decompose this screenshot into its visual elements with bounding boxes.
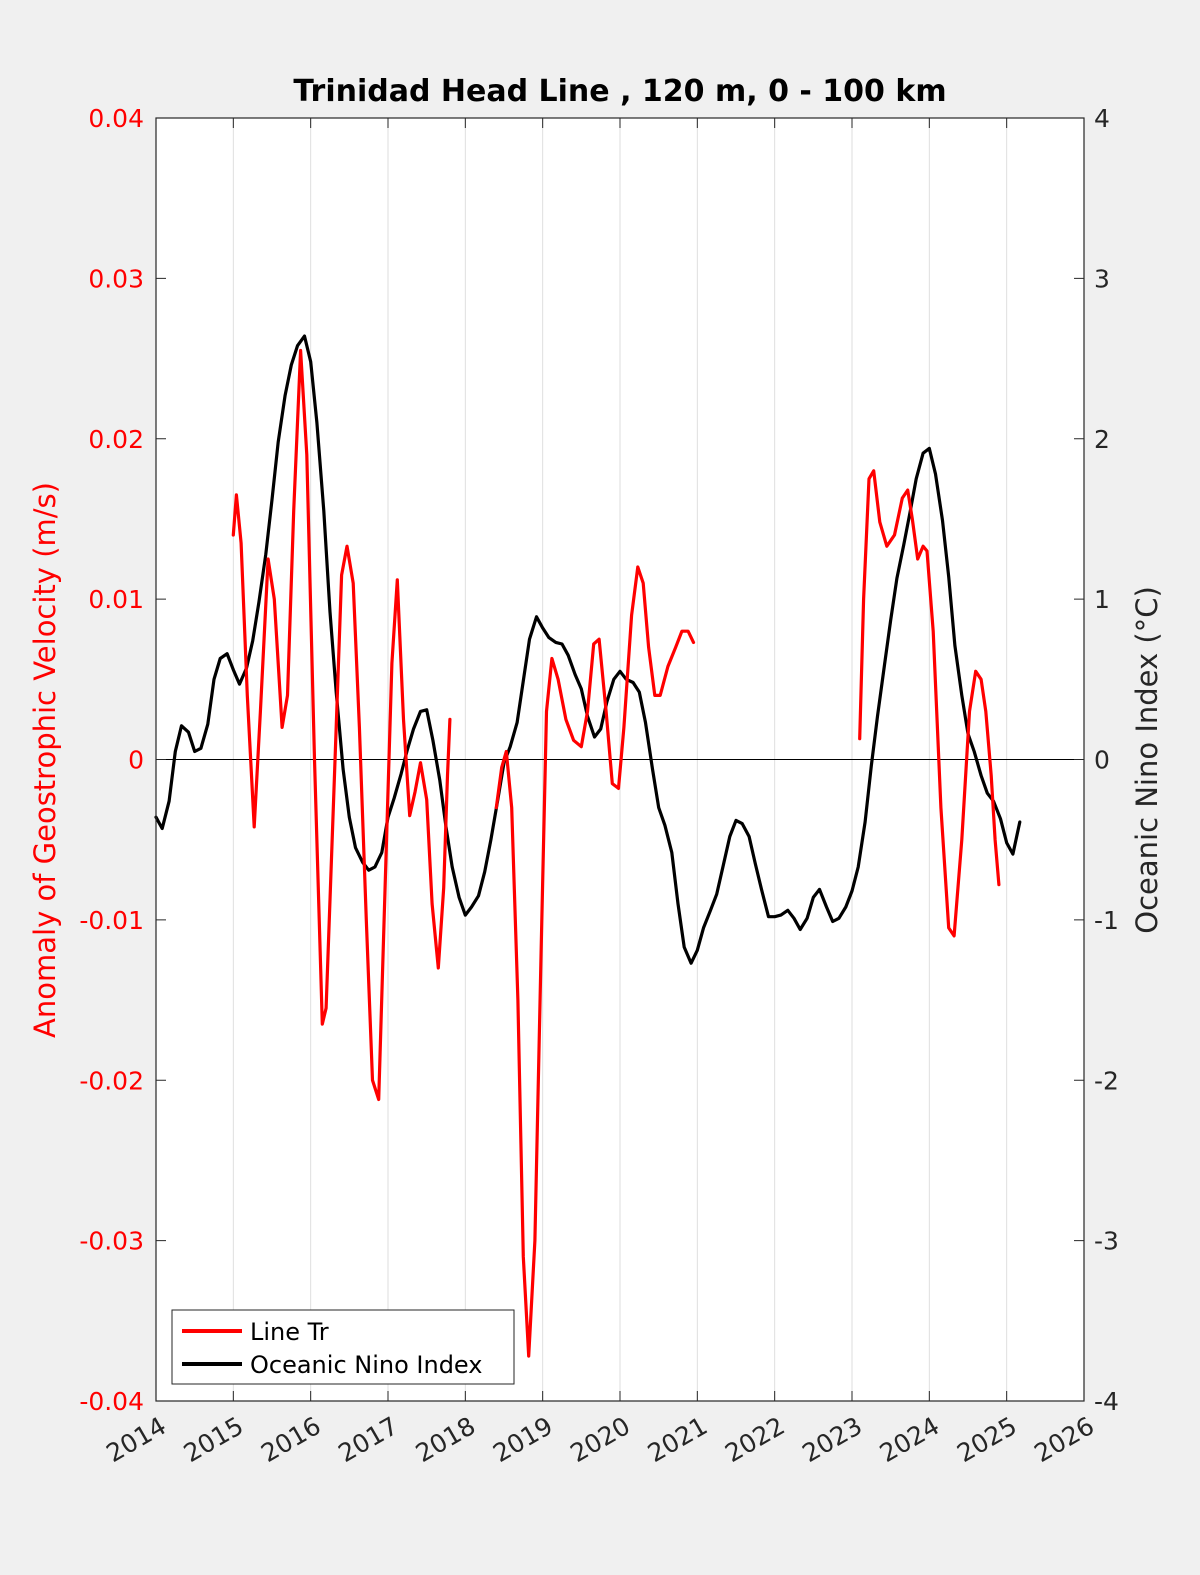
y-tick-label-right: 4 bbox=[1094, 104, 1110, 133]
y-tick-label-left: 0.04 bbox=[88, 104, 144, 133]
y-axis-label-left: Anomaly of Geostrophic Velocity (m/s) bbox=[28, 482, 62, 1038]
ticks bbox=[155, 117, 1085, 1402]
legend-label-oni: Oceanic Nino Index bbox=[250, 1351, 482, 1379]
y-tick-label-left: -0.01 bbox=[79, 906, 144, 935]
legend-label-line-tr: Line Tr bbox=[250, 1318, 329, 1346]
y-tick-label-right: 1 bbox=[1094, 585, 1110, 614]
line-tr-series-segment-2 bbox=[494, 565, 696, 1358]
y-axis-label-right: Oceanic Nino Index (°C) bbox=[1130, 586, 1164, 934]
y-tick-label-left: 0.02 bbox=[88, 425, 144, 454]
y-tick-label-right: -3 bbox=[1094, 1227, 1119, 1256]
y-tick-label-left: 0 bbox=[128, 746, 144, 775]
line-tr-series-segment-1 bbox=[231, 348, 452, 1102]
y-tick-label-left: 0.03 bbox=[88, 264, 144, 293]
legend: Line Tr Oceanic Nino Index bbox=[171, 1309, 515, 1385]
legend-box bbox=[171, 1309, 515, 1385]
chart-title: Trinidad Head Line , 120 m, 0 - 100 km bbox=[293, 74, 946, 109]
line-tr-series-segment-3 bbox=[858, 469, 1001, 938]
y-tick-label-left: 0.01 bbox=[88, 585, 144, 614]
y-tick-label-right: -1 bbox=[1094, 906, 1119, 935]
y-tick-label-left: -0.04 bbox=[79, 1387, 144, 1416]
y-tick-label-right: 3 bbox=[1094, 264, 1110, 293]
y-tick-label-left: -0.02 bbox=[79, 1066, 144, 1095]
series-layer bbox=[154, 334, 1022, 1358]
y-tick-label-right: -2 bbox=[1094, 1066, 1119, 1095]
y-tick-label-left: -0.03 bbox=[79, 1227, 144, 1256]
y-tick-label-right: 0 bbox=[1094, 746, 1110, 775]
y-tick-label-right: -4 bbox=[1094, 1387, 1119, 1416]
y-tick-label-right: 2 bbox=[1094, 425, 1110, 454]
